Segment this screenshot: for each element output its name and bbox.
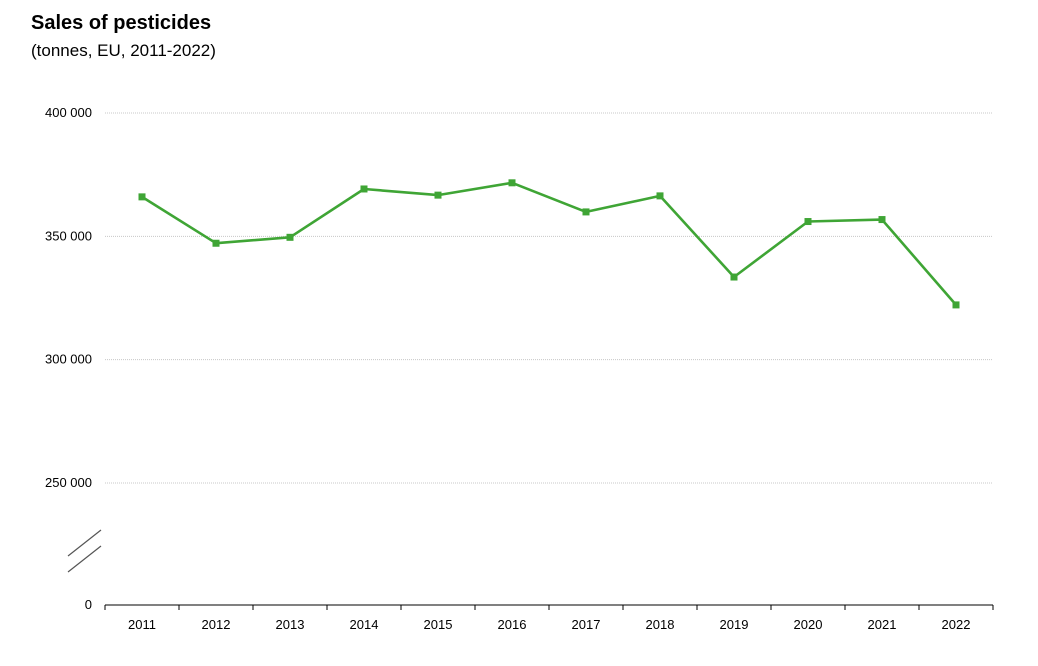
y-axis: 400 000 350 000 300 000 250 000 0 [45,105,92,612]
x-axis: 2011 2012 2013 2014 2015 2016 2017 2018 2019 2020… [104,604,994,632]
y-tick-label: 250 000 [45,475,92,490]
series-line [140,181,958,307]
x-tick-label: 2022 [942,617,971,632]
data-point-2015 [434,191,442,199]
y-tick-label: 0 [85,597,92,612]
x-tick-label: 2011 [128,617,156,632]
data-point-2020 [804,218,812,226]
y-tick-label: 300 000 [45,352,92,367]
x-tick-label: 2017 [572,617,601,632]
x-tick-label: 2014 [350,617,379,632]
y-tick-label: 350 000 [45,228,92,243]
data-point-2018 [656,192,664,200]
x-tick-label: 2015 [424,617,453,632]
data-point-2014 [360,185,368,193]
data-point-2011 [138,193,146,201]
data-point-2016 [508,179,516,187]
chart-subtitle: (tonnes, EU, 2011-2022) [31,41,216,60]
axis-break [67,529,102,573]
x-tick-label: 2020 [794,617,823,632]
x-tick-label: 2016 [498,617,527,632]
data-point-2022 [952,301,960,309]
x-tick-label: 2018 [646,617,675,632]
data-point-2019 [730,273,738,281]
x-tick-label: 2012 [202,617,231,632]
data-point-2013 [286,233,294,241]
gridlines [105,112,993,484]
x-tick-label: 2021 [868,617,897,632]
x-tick-label: 2013 [276,617,305,632]
data-point-2012 [212,239,220,247]
data-point-2017 [582,208,590,216]
data-point-2021 [878,216,886,224]
axis-break-line [67,545,102,573]
y-tick-label: 400 000 [45,105,92,120]
x-tick-label: 2019 [720,617,749,632]
chart-title: Sales of pesticides [31,12,212,34]
series-group [138,179,960,309]
axis-break-line [67,529,102,557]
